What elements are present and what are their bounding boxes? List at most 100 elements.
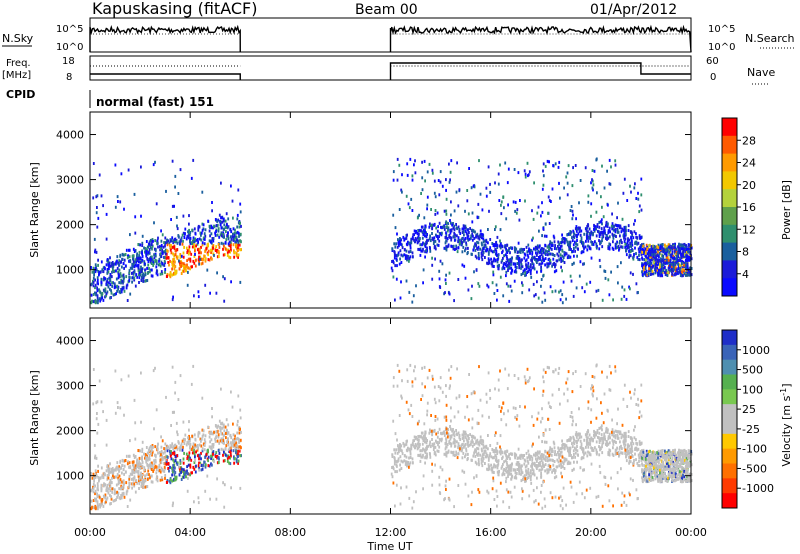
power-return-point [99,299,102,303]
power-return-point [603,229,606,233]
power-return-point [529,250,531,254]
power-return-point [684,252,686,256]
power-return-point [117,261,120,265]
power-return-point [678,245,681,249]
power-return-point [450,238,453,242]
power-return-point [175,269,178,273]
velocity-return-point [588,433,591,437]
power-return-point [455,247,458,250]
power-return-point [211,248,214,252]
power-return-point [453,238,456,242]
power-return-point [97,216,100,220]
power-return-point [550,247,553,251]
velocity-return-point [165,460,168,464]
velocity-return-point [147,469,150,473]
velocity-return-point [203,460,206,464]
power-return-point [533,181,535,185]
velocity-return-point [93,443,96,447]
power-return-point [173,254,176,258]
power-return-point [131,280,133,284]
power-return-point [467,212,470,216]
power-return-point [563,239,566,243]
power-return-point [539,257,541,261]
velocity-return-point [503,460,505,464]
power-return-point [494,248,497,252]
velocity-return-point [182,437,185,441]
power-return-point [182,214,185,218]
velocity-return-point [568,450,570,454]
power-return-point [686,262,689,266]
velocity-return-point [144,474,147,478]
velocity-return-point [515,472,518,475]
velocity-return-point [432,448,435,452]
power-return-point [216,255,219,259]
velocity-return-point [188,436,190,440]
power-return-point [198,260,200,264]
velocity-return-point [135,479,138,483]
power-return-point [547,264,550,268]
power-return-point [464,276,467,280]
velocity-return-point [413,435,416,439]
velocity-return-point [626,447,629,450]
velocity-return-point [586,454,589,458]
power-return-point [625,229,627,233]
power-return-point [568,242,571,246]
power-return-point [587,239,590,243]
power-return-point [445,273,447,277]
power-return-point [133,250,136,253]
power-return-point [414,240,417,244]
velocity-return-point [127,374,130,378]
power-return-point [637,191,639,195]
power-return-point [577,232,580,236]
velocity-return-point [145,460,148,464]
velocity-return-point [92,368,95,371]
velocity-return-point [225,418,228,422]
velocity-return-point [174,459,177,463]
velocity-return-point [526,477,528,480]
power-return-point [622,234,625,238]
power-return-point [512,262,515,266]
velocity-return-point [150,468,153,471]
velocity-return-point [572,435,575,439]
power-return-point [426,248,428,252]
power-return-point [395,254,398,258]
power-return-point [160,239,163,243]
power-return-point [655,254,658,258]
power-return-point [627,229,630,232]
power-return-point [599,265,602,269]
power-return-point [505,254,508,258]
power-return-point [189,231,192,234]
power-return-point [615,235,617,238]
power-return-point [465,231,468,235]
velocity-return-point [607,437,610,441]
power-return-point [220,181,222,185]
velocity-return-point [606,440,608,444]
power-return-point [94,278,96,282]
power-return-point [92,284,95,288]
power-return-point [531,250,534,254]
power-return-point [452,226,455,230]
power-return-point [232,238,235,242]
power-return-point [122,277,125,281]
power-return-point [658,258,661,262]
velocity-return-point [553,467,555,471]
power-return-point [474,242,477,246]
power-return-point [607,203,609,207]
power-return-point [652,255,655,259]
power-return-point [92,280,95,284]
velocity-return-point [157,469,160,473]
velocity-return-point [155,475,158,479]
power-return-point [589,280,592,284]
power-return-point [207,258,210,262]
power-return-point [629,254,632,258]
power-return-point [110,275,113,279]
power-return-point [652,244,654,248]
power-return-point [189,259,192,263]
power-return-point [598,225,601,229]
power-return-point [668,264,671,268]
power-return-point [211,201,213,204]
power-return-point [151,274,154,278]
power-return-point [237,188,240,192]
power-return-point [477,252,480,255]
power-return-point [228,249,230,253]
